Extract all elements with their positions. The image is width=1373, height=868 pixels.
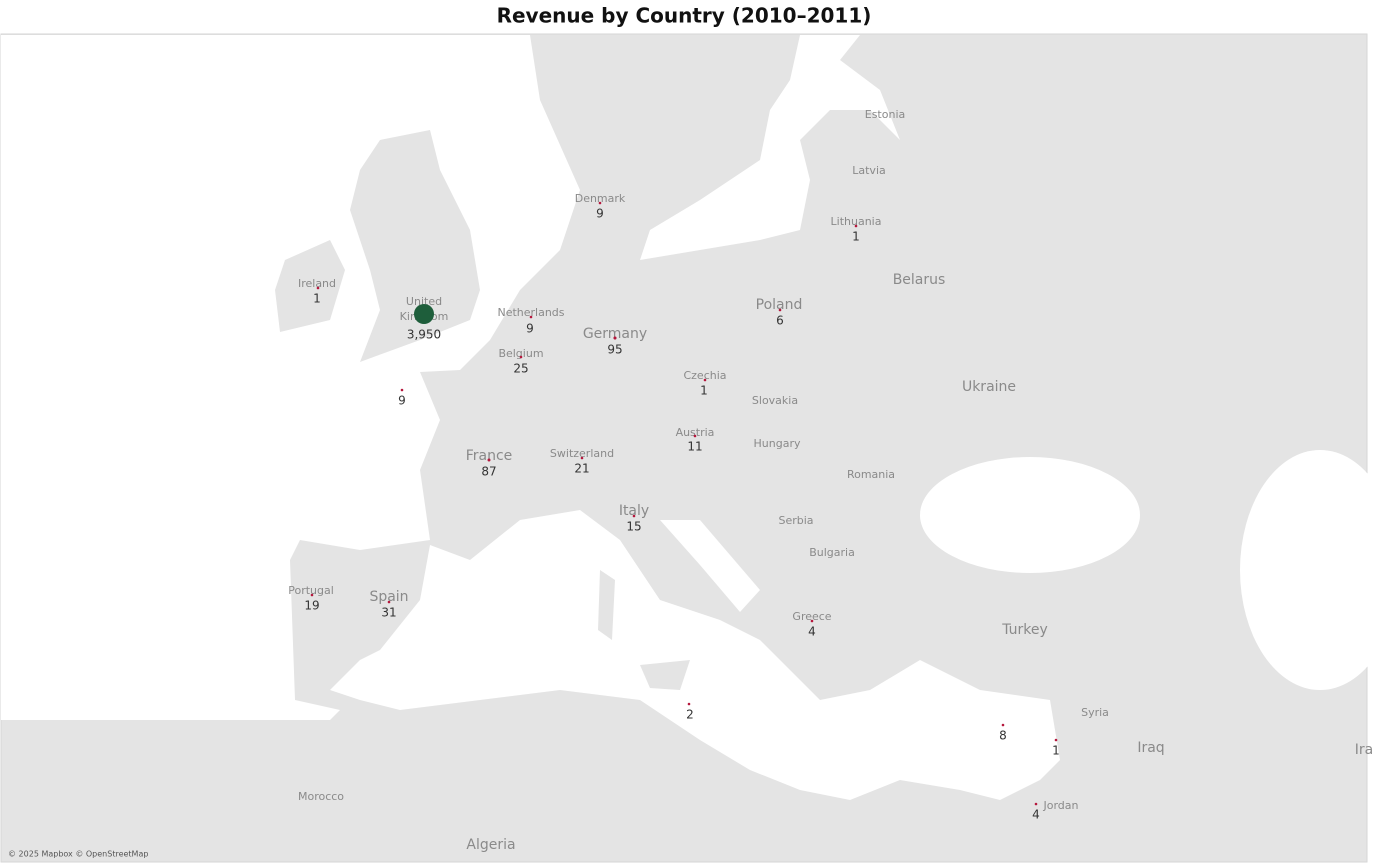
place-label: Bulgaria xyxy=(809,546,855,559)
place-label: Serbia xyxy=(778,514,813,527)
place-label: Switzerland xyxy=(550,447,614,460)
revenue-mark xyxy=(703,378,707,382)
place-label: United xyxy=(406,295,442,308)
revenue-mark xyxy=(529,315,533,319)
revenue-mark xyxy=(580,456,584,460)
revenue-mark xyxy=(613,336,617,340)
place-label: Ukraine xyxy=(962,379,1016,395)
place-label: Austria xyxy=(676,426,715,439)
revenue-mark xyxy=(687,702,691,706)
revenue-mark xyxy=(810,619,814,623)
value-label: 19 xyxy=(304,599,319,613)
value-label: 8 xyxy=(999,729,1007,743)
place-label: Belgium xyxy=(498,347,543,360)
place-label: France xyxy=(466,448,513,464)
place-label: Spain xyxy=(369,589,408,605)
place-label: Slovakia xyxy=(752,394,798,407)
revenue-mark xyxy=(387,600,391,604)
place-label: Iraq xyxy=(1137,740,1164,756)
value-label: 95 xyxy=(607,343,622,357)
value-label: 3,950 xyxy=(407,328,441,342)
value-label: 25 xyxy=(513,362,528,376)
place-label: Germany xyxy=(583,326,647,342)
value-label: 21 xyxy=(574,462,589,476)
attribution: © 2025 Mapbox © OpenStreetMap xyxy=(8,850,148,859)
title: Revenue by Country (2010–2011) xyxy=(497,4,872,28)
revenue-mark xyxy=(632,514,636,518)
place-label: Czechia xyxy=(683,369,726,382)
value-label: 2 xyxy=(686,708,694,722)
place-label: Latvia xyxy=(852,164,886,177)
value-label: 87 xyxy=(481,465,496,479)
value-label: 6 xyxy=(776,314,784,328)
place-label: Poland xyxy=(756,297,803,313)
place-label: Estonia xyxy=(865,108,906,121)
place-label: Lithuania xyxy=(831,215,882,228)
revenue-mark xyxy=(1034,802,1038,806)
place-labels: Estonia Latvia Lithuania Denmark Ireland Unit… xyxy=(288,108,1373,853)
place-label: Ira xyxy=(1355,742,1373,758)
value-label: 9 xyxy=(526,322,534,336)
place-label: Romania xyxy=(847,468,895,481)
revenue-mark xyxy=(1001,723,1005,727)
revenue-mark xyxy=(310,593,314,597)
value-label: 1 xyxy=(700,384,708,398)
revenue-mark xyxy=(598,201,602,205)
revenue-mark xyxy=(414,304,434,324)
place-label: Jordan xyxy=(1043,799,1079,812)
place-label: Denmark xyxy=(575,192,626,205)
value-label: 4 xyxy=(808,625,816,639)
place-label: Hungary xyxy=(754,437,801,450)
revenue-mark xyxy=(693,434,697,438)
place-label: Netherlands xyxy=(497,306,564,319)
basemap xyxy=(0,33,1373,863)
value-label: 31 xyxy=(381,606,396,620)
value-label: 1 xyxy=(852,230,860,244)
value-label: 1 xyxy=(313,292,321,306)
value-label: 1 xyxy=(1052,744,1060,758)
revenue-mark xyxy=(1054,738,1058,742)
value-label: 15 xyxy=(626,520,641,534)
value-label: 4 xyxy=(1032,808,1040,822)
value-label: 9 xyxy=(398,394,406,408)
revenue-mark xyxy=(400,388,404,392)
place-label: Ireland xyxy=(298,277,336,290)
revenue-mark xyxy=(519,355,523,359)
place-label: Portugal xyxy=(288,584,334,597)
place-label: Italy xyxy=(619,503,649,519)
revenue-mark xyxy=(316,286,320,290)
place-label: Morocco xyxy=(298,790,344,803)
place-label: Algeria xyxy=(466,837,515,853)
place-label: Greece xyxy=(792,610,831,623)
place-label: Turkey xyxy=(1001,622,1048,638)
revenue-mark xyxy=(487,458,491,462)
value-label: 11 xyxy=(687,440,702,454)
value-label: 9 xyxy=(596,207,604,221)
place-label: Belarus xyxy=(893,272,946,288)
revenue-mark xyxy=(854,224,858,228)
place-label: Syria xyxy=(1081,706,1109,719)
revenue-mark xyxy=(778,308,782,312)
